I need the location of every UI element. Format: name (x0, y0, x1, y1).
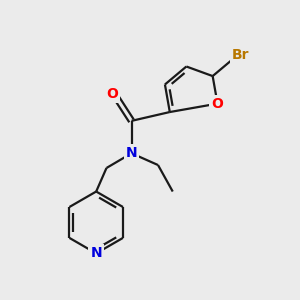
Text: O: O (106, 87, 118, 101)
Text: N: N (90, 246, 102, 260)
Text: N: N (126, 146, 137, 160)
Text: Br: Br (232, 48, 249, 62)
Text: O: O (212, 97, 224, 111)
